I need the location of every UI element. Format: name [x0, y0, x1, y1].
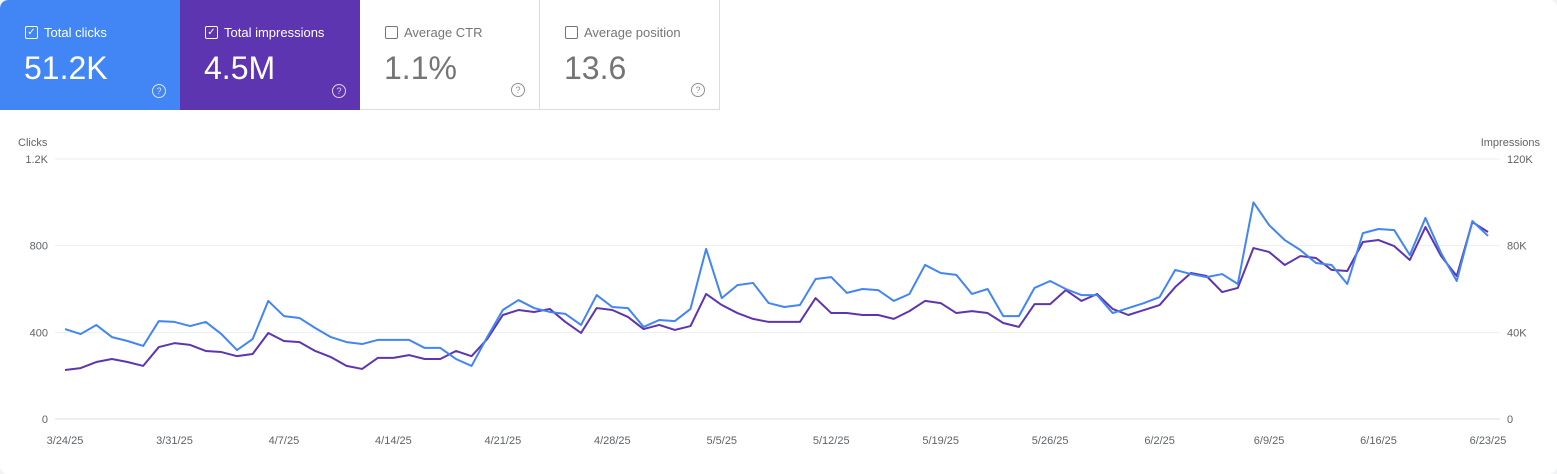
x-tick-label: 4/7/25	[269, 435, 300, 447]
x-tick-label: 6/9/25	[1254, 435, 1285, 447]
metric-card-total-clicks[interactable]: ✓ Total clicks 51.2K ?	[0, 0, 180, 110]
x-tick-label: 3/31/25	[156, 435, 193, 447]
metric-value: 13.6	[564, 50, 627, 86]
metric-label: Average CTR	[404, 25, 483, 40]
checkbox-checked-icon[interactable]: ✓	[25, 26, 38, 39]
y-axis-label-left: Clicks	[18, 137, 48, 149]
metric-label: Total impressions	[224, 25, 325, 40]
x-tick-label: 6/23/25	[1470, 435, 1507, 447]
y-tick-label-left: 800	[30, 241, 48, 253]
help-icon[interactable]: ?	[152, 84, 166, 98]
x-tick-label: 4/14/25	[375, 435, 412, 447]
metric-label: Average position	[584, 25, 681, 40]
y-tick-label-right: 40K	[1507, 327, 1527, 339]
x-tick-label: 4/28/25	[594, 435, 631, 447]
series-line-clicks	[64, 201, 1489, 367]
y-tick-label-right: 80K	[1507, 241, 1527, 253]
y-tick-label-left: 400	[30, 327, 48, 339]
x-tick-label: 5/19/25	[922, 435, 959, 447]
help-icon[interactable]: ?	[691, 83, 705, 97]
metric-value: 51.2K	[24, 50, 108, 86]
metric-label: Total clicks	[44, 25, 107, 40]
help-icon[interactable]: ?	[332, 84, 346, 98]
metric-value: 1.1%	[384, 50, 457, 86]
y-tick-label-right: 0	[1507, 414, 1513, 426]
checkbox-unchecked-icon[interactable]	[565, 26, 578, 39]
x-tick-label: 5/26/25	[1032, 435, 1069, 447]
y-axis-label-right: Impressions	[1481, 137, 1541, 149]
x-tick-label: 5/5/25	[706, 435, 737, 447]
y-tick-label-left: 0	[42, 414, 48, 426]
x-tick-label: 4/21/25	[484, 435, 521, 447]
x-tick-label: 6/2/25	[1144, 435, 1175, 447]
checkbox-checked-icon[interactable]: ✓	[205, 26, 218, 39]
series-line-impressions	[64, 221, 1489, 372]
help-icon[interactable]: ?	[511, 83, 525, 97]
x-tick-label: 5/12/25	[813, 435, 850, 447]
metric-card-average-position[interactable]: Average position 13.6 ?	[540, 0, 720, 110]
x-tick-label: 6/16/25	[1360, 435, 1397, 447]
metric-card-total-impressions[interactable]: ✓ Total impressions 4.5M ?	[180, 0, 360, 110]
metric-cards: ✓ Total clicks 51.2K ? ✓ Total impressions…	[0, 0, 720, 110]
metric-value: 4.5M	[204, 50, 276, 86]
metric-card-average-ctr[interactable]: Average CTR 1.1% ?	[360, 0, 540, 110]
y-tick-label-right: 120K	[1507, 154, 1533, 166]
checkbox-unchecked-icon[interactable]	[385, 26, 398, 39]
x-tick-label: 3/24/25	[47, 435, 84, 447]
y-tick-label-left: 1.2K	[25, 154, 48, 166]
